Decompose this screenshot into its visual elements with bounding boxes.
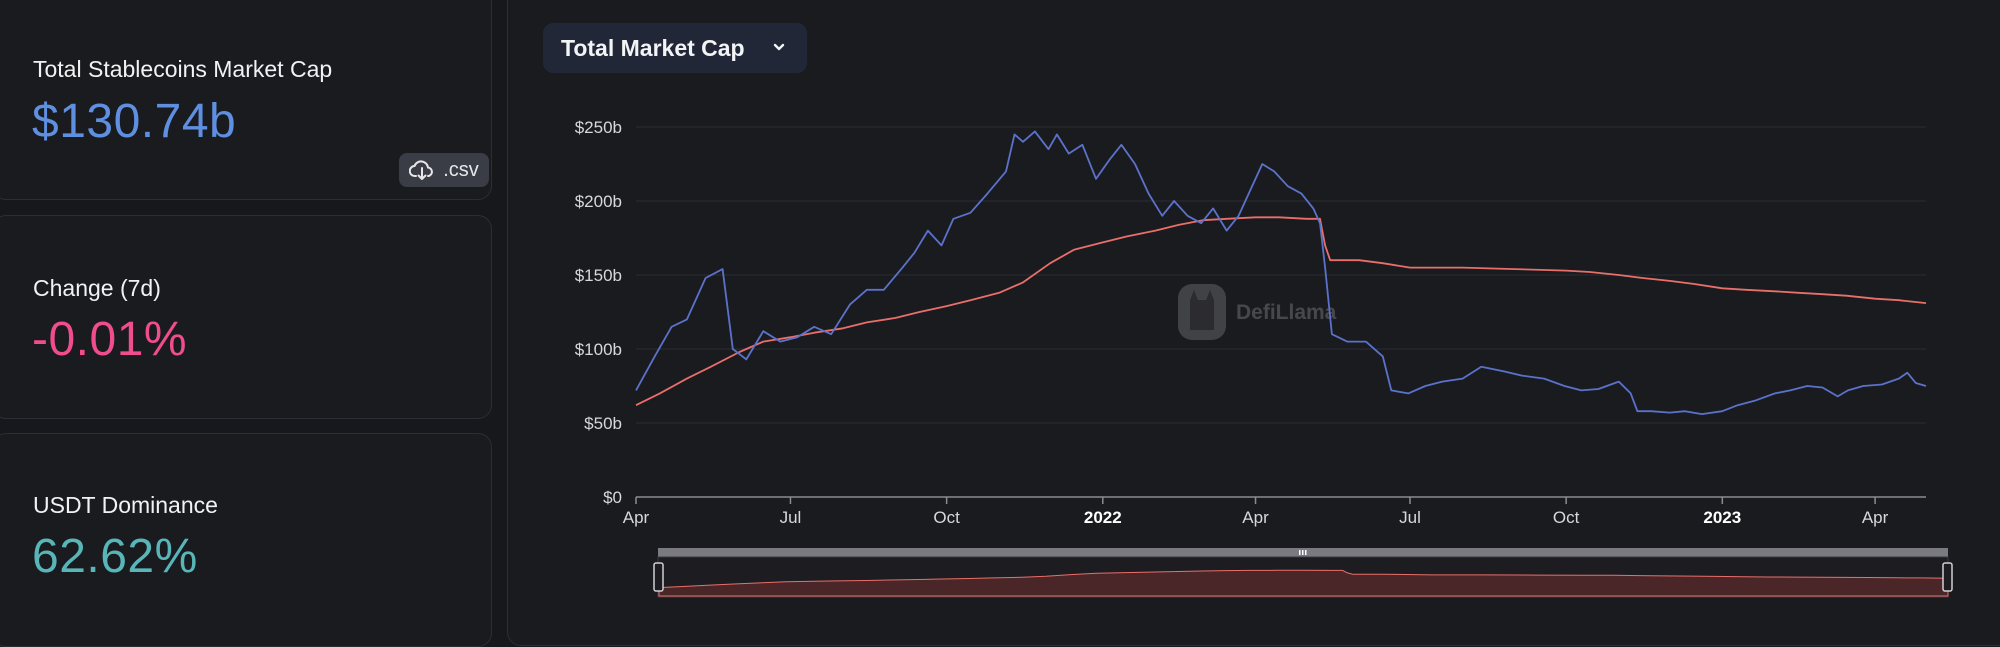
y-tick-label: $100b [575,340,622,359]
x-tick-label: Apr [623,508,650,527]
series-line-blue [635,130,1927,415]
cloud-download-icon [409,160,434,180]
dominance-value: 62.62% [32,530,198,583]
x-tick-label: Apr [1242,508,1269,527]
grid [636,126,1926,424]
market-cap-value: $130.74b [32,95,237,148]
market-cap-card: Total Stablecoins Market Cap $130.74b [0,0,492,200]
x-tick-label: 2023 [1703,508,1741,527]
dominance-card: USDT Dominance 62.62% [0,433,492,647]
y-tick-label: $150b [575,266,622,285]
x-tick-label: Apr [1862,508,1889,527]
download-csv-button[interactable]: .csv [399,153,489,187]
brush-handle-right[interactable] [1942,562,1953,592]
brush-handle-left[interactable] [653,562,664,592]
watermark-text: DefiLlama [1236,301,1337,324]
series [635,130,1927,415]
change-value: -0.01% [32,313,188,366]
change-card: Change (7d) -0.01% [0,215,492,419]
x-tick-label: Jul [1399,508,1421,527]
y-tick-label: $50b [584,414,622,433]
selector-label: Total Market Cap [561,34,745,61]
market-cap-chart: DefiLlama $0 $50b $100b $150b $200b $250b Apr J… [575,118,1953,598]
csv-label: .csv [443,158,479,181]
zoom-brush[interactable] [653,548,1953,598]
brush-grip-icon [1299,550,1307,555]
series-line-red [635,216,1927,407]
chart-panel [507,0,2000,646]
watermark: DefiLlama [1178,284,1337,340]
chevron-down-icon [773,43,785,51]
y-tick-label: $0 [603,488,622,507]
x-tick-label: Oct [1553,508,1580,527]
dominance-label: USDT Dominance [33,492,218,518]
x-tick-label: 2022 [1084,508,1122,527]
change-label: Change (7d) [33,275,161,301]
y-tick-label: $250b [575,118,622,137]
market-cap-label: Total Stablecoins Market Cap [33,56,333,82]
llama-logo-icon [1178,284,1226,340]
axes: $0 $50b $100b $150b $200b $250b Apr Jul Oct 2022 A… [575,118,1926,527]
x-tick-label: Jul [780,508,802,527]
y-tick-label: $200b [575,192,622,211]
chart-type-selector[interactable]: Total Market Cap [543,23,807,73]
brush-preview [658,569,1949,597]
x-tick-label: Oct [933,508,960,527]
